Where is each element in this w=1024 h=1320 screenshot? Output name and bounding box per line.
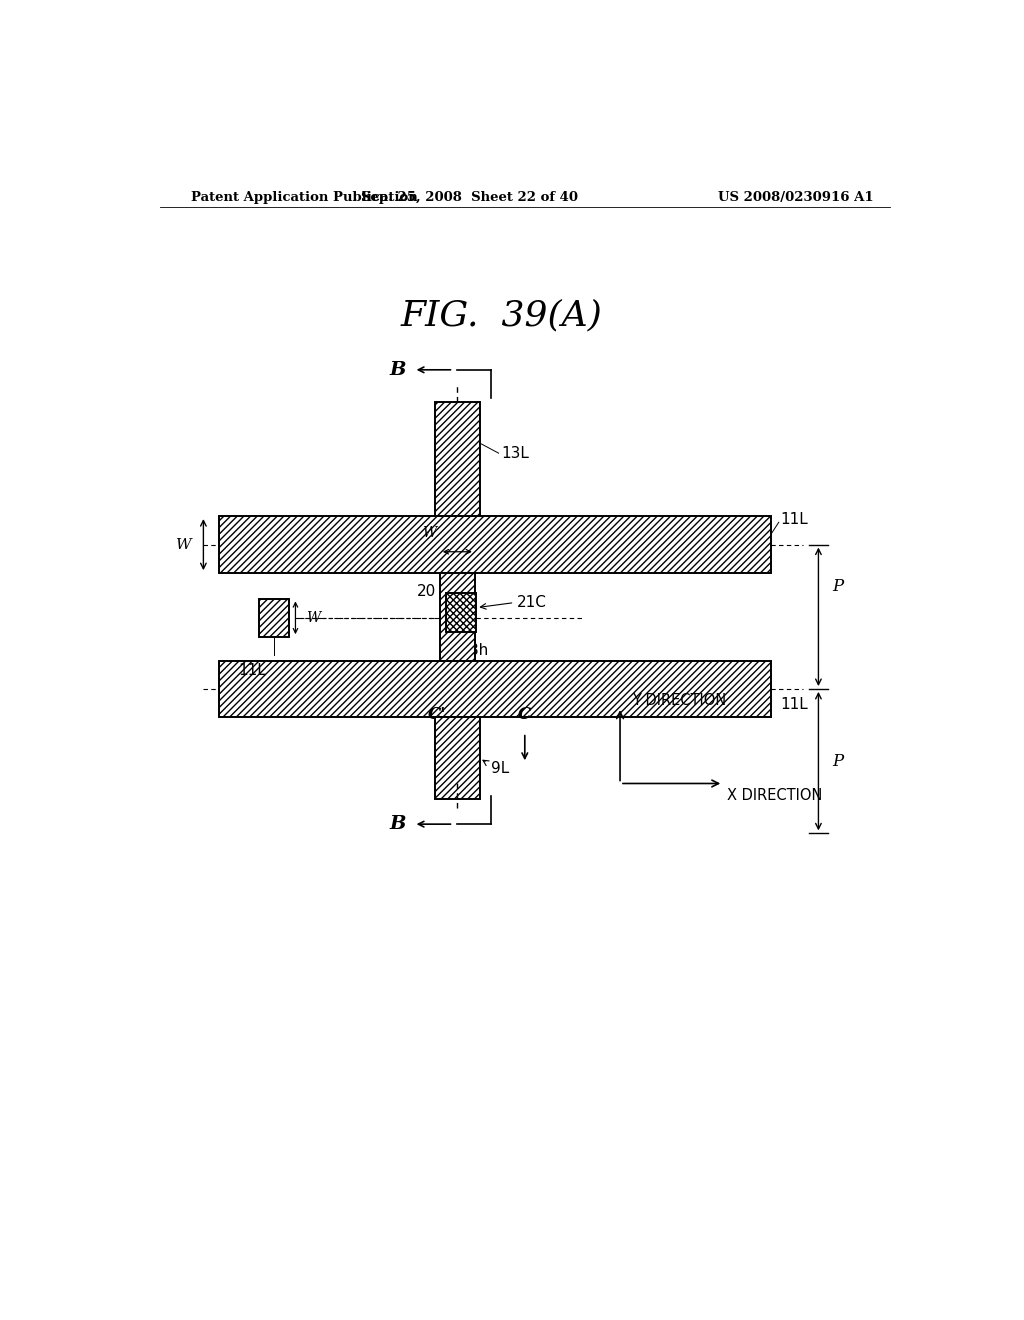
Text: W: W: [306, 611, 321, 624]
Text: P: P: [833, 578, 844, 595]
Text: 20: 20: [417, 583, 436, 599]
Bar: [435, 403, 479, 516]
Text: 11L: 11L: [239, 663, 266, 677]
Text: B: B: [389, 360, 406, 379]
Text: W: W: [176, 537, 191, 552]
Bar: [219, 516, 771, 573]
Text: C: C: [518, 705, 531, 722]
Bar: [440, 573, 475, 660]
Text: X DIRECTION: X DIRECTION: [727, 788, 822, 803]
Text: 8h: 8h: [469, 643, 488, 657]
Text: US 2008/0230916 A1: US 2008/0230916 A1: [719, 190, 873, 203]
Text: 13L: 13L: [501, 446, 528, 461]
Text: P: P: [833, 752, 844, 770]
Bar: [259, 598, 289, 638]
Text: W: W: [422, 527, 436, 540]
Bar: [219, 660, 771, 718]
Text: 11L: 11L: [780, 697, 808, 711]
Text: Sep. 25, 2008  Sheet 22 of 40: Sep. 25, 2008 Sheet 22 of 40: [360, 190, 578, 203]
Bar: [446, 594, 476, 632]
Text: 21C: 21C: [517, 595, 547, 610]
Text: C': C': [428, 705, 446, 722]
Text: 9L: 9L: [490, 760, 509, 776]
Text: 11L: 11L: [780, 512, 808, 527]
Text: Patent Application Publication: Patent Application Publication: [191, 190, 418, 203]
Bar: [435, 718, 479, 799]
Text: Y DIRECTION: Y DIRECTION: [632, 693, 726, 708]
Text: FIG.  39(A): FIG. 39(A): [400, 298, 602, 333]
Text: B: B: [389, 816, 406, 833]
